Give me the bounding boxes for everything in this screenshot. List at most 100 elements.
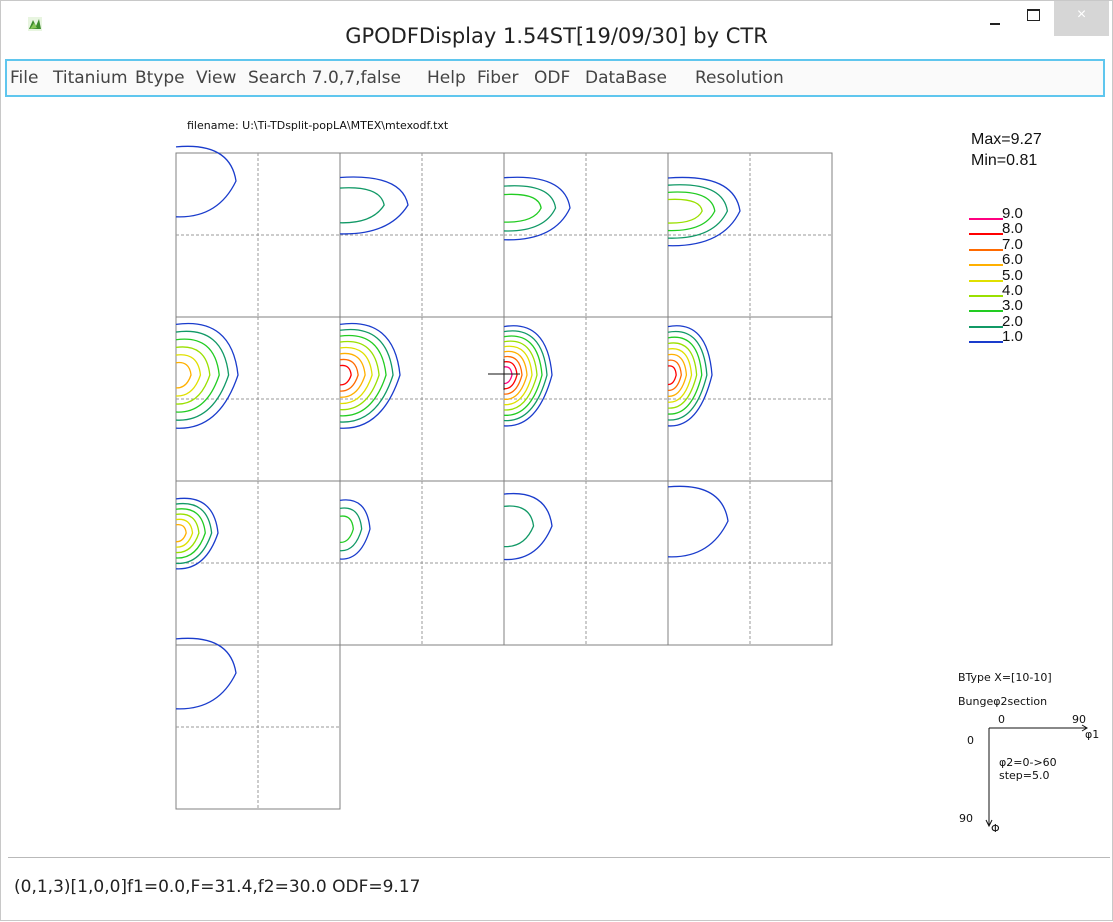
contour-line	[503, 492, 553, 561]
legend-swatch-7.0	[969, 248, 1003, 251]
contour-line	[503, 193, 542, 223]
contour-line	[175, 354, 202, 397]
contour-line	[175, 346, 211, 405]
legend-swatch-6.0	[969, 264, 1003, 267]
contour-line	[339, 334, 387, 417]
menu-search[interactable]: Search 7.0,7,false	[248, 68, 401, 88]
title-bar[interactable]: GPODFDisplay 1.54ST[19/09/30] by CTR	[1, 1, 1112, 59]
odf-section-grid	[175, 152, 833, 810]
contour-line	[339, 499, 371, 560]
contour-line	[667, 348, 693, 403]
contour-line	[339, 328, 394, 423]
menu-btype[interactable]: Btype	[135, 68, 185, 88]
Phi-end-label: 90	[959, 812, 973, 825]
odf-contours	[175, 145, 741, 710]
menu-resolution[interactable]: Resolution	[695, 68, 784, 88]
Phi-axis-label: Φ	[991, 822, 1000, 835]
status-text: (0,1,3)[1,0,0]f1=0.0,F=31.4,f2=30.0 ODF=…	[14, 877, 421, 897]
contour-line	[175, 513, 200, 554]
contour-line	[667, 359, 682, 392]
contour-line	[667, 330, 708, 421]
legend-swatch-1.0	[969, 341, 1003, 344]
menu-fiber[interactable]: Fiber	[477, 68, 519, 88]
contour-line	[503, 176, 571, 241]
menu-odf[interactable]: ODF	[534, 68, 571, 88]
contour-line	[667, 353, 688, 397]
menu-titanium[interactable]: Titanium	[53, 68, 128, 88]
contour-line	[175, 330, 230, 421]
contour-line	[667, 176, 741, 247]
phi2-range-label: φ2=0->60	[999, 756, 1057, 769]
contour-line	[339, 507, 363, 552]
legend-swatch-2.0	[969, 325, 1003, 328]
legend-label-1.0: 1.0	[1002, 328, 1023, 346]
phi1-end-label: 90	[1072, 713, 1086, 726]
legend-label-2.0: 2.0	[1002, 312, 1023, 330]
contour-line	[339, 352, 366, 398]
contour-line	[175, 637, 237, 710]
phi1-start-label: 0	[998, 713, 1005, 726]
contour-line	[667, 365, 677, 386]
contour-line	[339, 340, 380, 411]
minimize-button[interactable]	[971, 1, 1011, 36]
legend-label-6.0: 6.0	[1002, 251, 1023, 269]
phi1-axis-label: φ1	[1085, 728, 1100, 741]
contour-line	[339, 364, 352, 386]
legend-label-5.0: 5.0	[1002, 266, 1023, 284]
contour-line	[667, 184, 729, 239]
app-icon	[28, 17, 42, 31]
menu-view[interactable]: View	[196, 68, 237, 88]
contour-line	[667, 198, 703, 224]
legend-swatch-5.0	[969, 279, 1003, 282]
Phi-start-label: 0	[967, 734, 974, 747]
legend-swatch-4.0	[969, 295, 1003, 297]
odf-max-label: Max=9.27	[971, 131, 1042, 148]
legend-label-9.0: 9.0	[1002, 205, 1023, 222]
legend-label-4.0: 4.0	[1002, 282, 1023, 299]
menu-database[interactable]: DataBase	[585, 68, 667, 88]
contour-line	[175, 508, 206, 559]
contour-line	[175, 523, 187, 543]
close-button[interactable]	[1054, 1, 1109, 36]
contour-line	[503, 361, 518, 390]
menu-file[interactable]: File	[10, 68, 39, 88]
contour-line	[667, 325, 713, 427]
contour-line	[503, 355, 523, 395]
contour-line	[339, 358, 359, 392]
btype-label: BType X=[10-10]	[958, 671, 1052, 684]
contour-line	[503, 340, 538, 411]
menu-bar: File Titanium Btype View Search 7.0,7,fa…	[5, 59, 1105, 97]
contour-line	[339, 176, 409, 235]
contour-line	[667, 336, 703, 415]
menu-help[interactable]: Help	[427, 68, 466, 88]
legend-swatch-3.0	[969, 310, 1003, 313]
contour-line	[339, 322, 401, 429]
contour-line	[339, 187, 385, 224]
legend-label-8.0: 8.0	[1002, 220, 1023, 238]
odf-min-label: Min=0.81	[971, 152, 1038, 169]
contour-line	[175, 361, 192, 389]
contour-line	[503, 345, 533, 406]
contour-line	[667, 191, 716, 232]
status-bar: (0,1,3)[1,0,0]f1=0.0,F=31.4,f2=30.0 ODF=…	[8, 857, 1110, 919]
contour-line	[503, 330, 548, 422]
legend-swatch-9.0	[969, 218, 1003, 220]
contour-line	[175, 518, 194, 548]
contour-line	[175, 338, 220, 413]
contour-line	[339, 346, 373, 405]
contour-line	[503, 335, 543, 416]
legend-swatch-8.0	[969, 233, 1003, 236]
axes-diagram	[985, 724, 1088, 828]
contour-line	[339, 515, 354, 543]
crosshair-cursor	[488, 359, 520, 390]
contour-line	[175, 145, 237, 218]
window-title: GPODFDisplay 1.54ST[19/09/30] by CTR	[345, 24, 768, 48]
contour-line	[175, 322, 239, 429]
contour-line	[503, 350, 528, 401]
contour-line	[503, 325, 553, 427]
contour-line	[503, 185, 557, 232]
maximize-button[interactable]	[1013, 1, 1053, 36]
contour-line	[503, 505, 535, 548]
